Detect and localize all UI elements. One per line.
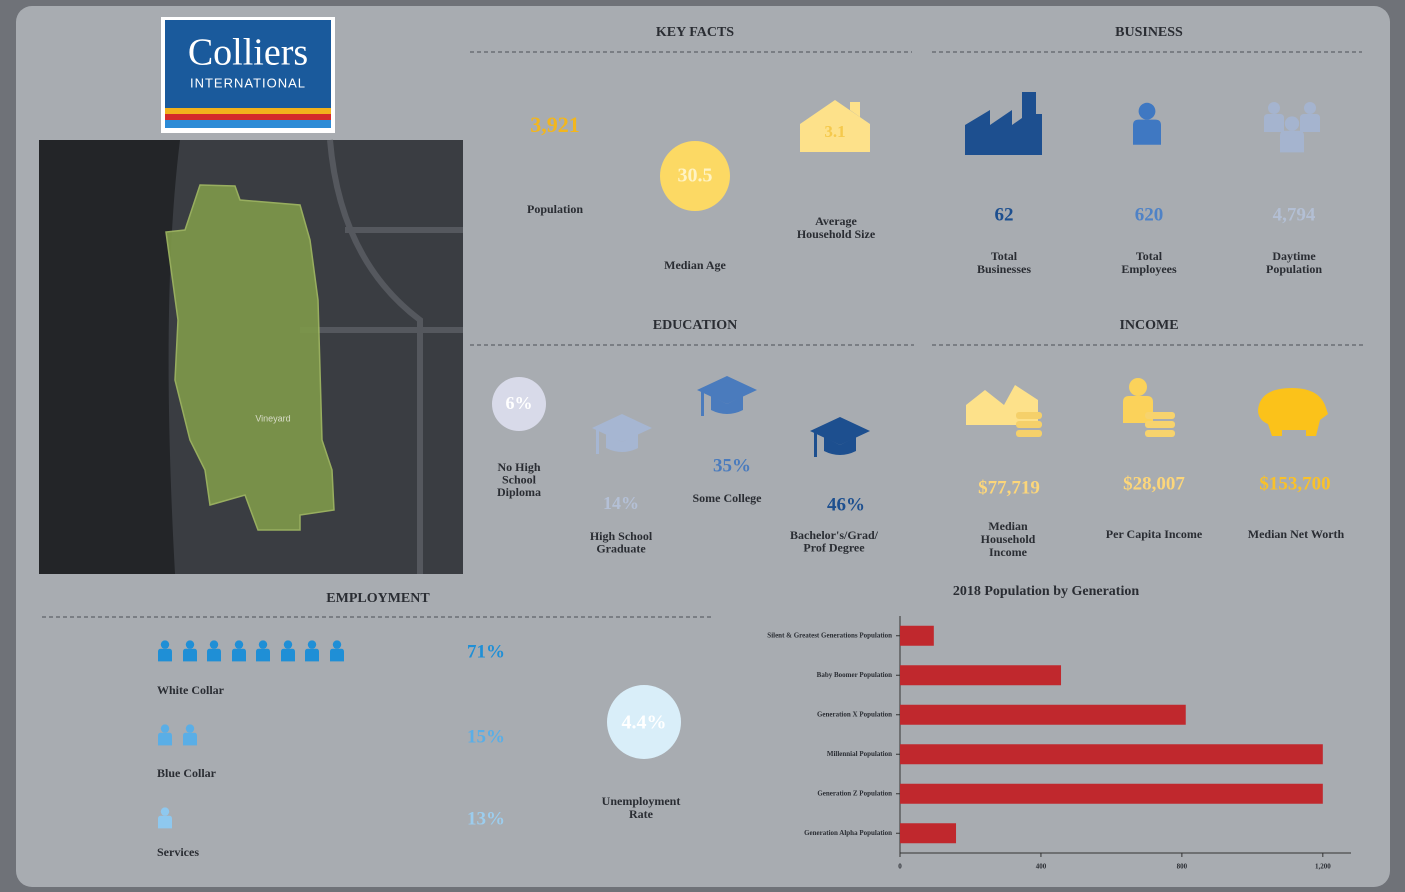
section-title: EDUCATION	[653, 318, 738, 333]
y-tick-label: Generation Alpha Population	[804, 829, 892, 837]
employment-value: 13%	[467, 808, 505, 829]
chart-title: 2018 Population by Generation	[953, 584, 1140, 599]
bar	[900, 665, 1062, 686]
stat-value: 4,794	[1273, 204, 1316, 225]
stat-label: Daytime	[1272, 249, 1316, 263]
stat-value: 4.4%	[622, 712, 667, 734]
y-tick-label: Millennial Population	[827, 750, 892, 758]
map: Vineyard	[39, 139, 463, 574]
stat-circle	[607, 685, 681, 759]
stat-label: Population	[1266, 262, 1322, 276]
bar	[900, 704, 1186, 725]
logo: Colliers INTERNATIONAL	[161, 17, 335, 133]
employment-label: White Collar	[157, 683, 225, 697]
stat-value: 46%	[827, 494, 865, 515]
stat-value: $28,007	[1123, 473, 1185, 494]
stat-label: Prof Degree	[803, 540, 865, 554]
stat-label: Population	[527, 202, 583, 216]
stat-label: Some College	[693, 491, 763, 505]
bar	[900, 783, 1323, 804]
stat-label: High School	[590, 529, 653, 543]
stat-label: Businesses	[977, 262, 1031, 276]
x-tick-label: 400	[1036, 863, 1047, 871]
stat-label: Graduate	[596, 541, 646, 555]
stat-label: School	[502, 472, 537, 486]
stat-label: Bachelor's/Grad/	[790, 528, 879, 542]
stat-value: 62	[995, 204, 1014, 225]
house-icon	[800, 100, 870, 152]
y-tick-label: Silent & Greatest Generations Population	[767, 631, 892, 639]
stat-label: Per Capita Income	[1106, 527, 1203, 541]
stat-label: Income	[989, 545, 1028, 559]
stat-value: 6%	[506, 393, 533, 413]
stat-value: 620	[1135, 204, 1164, 225]
stat-label: Median Age	[664, 258, 726, 272]
stat-value: $153,700	[1259, 473, 1330, 494]
employment-value: 15%	[467, 726, 505, 747]
stat-label: Median Net Worth	[1248, 527, 1345, 541]
logo-tagline: INTERNATIONAL	[190, 75, 306, 90]
x-tick-label: 800	[1177, 863, 1188, 871]
y-tick-label: Generation Z Population	[817, 789, 892, 797]
stat-label: Total	[1136, 249, 1163, 263]
stat-label: Median	[988, 519, 1028, 533]
stat-label: Rate	[629, 807, 654, 821]
stat-label: Total	[991, 249, 1018, 263]
stat-circle	[660, 141, 730, 211]
employment-value: 71%	[467, 641, 505, 662]
coins	[1016, 412, 1042, 437]
piggy-icon	[1258, 388, 1328, 436]
stat-label: No High	[497, 460, 540, 474]
employment-label: Services	[157, 845, 199, 859]
logo-name: Colliers	[188, 32, 308, 74]
stat-value: $77,719	[978, 477, 1040, 498]
stat-label: Unemployment	[602, 794, 681, 808]
map-label: Vineyard	[255, 413, 290, 423]
section-title: BUSINESS	[1115, 25, 1183, 40]
bar	[900, 625, 934, 646]
stat-value: 30.5	[678, 165, 713, 187]
bar	[900, 823, 957, 844]
stat-label: Average	[815, 214, 857, 228]
stat-circle	[492, 377, 546, 431]
coins	[1145, 412, 1175, 437]
stat-value: 3.1	[824, 122, 845, 141]
stat-value: 14%	[603, 493, 639, 513]
x-tick-label: 0	[898, 863, 902, 871]
y-tick-label: Generation X Population	[817, 710, 892, 718]
stat-label: Diploma	[497, 485, 541, 499]
stat-value: 35%	[713, 455, 751, 476]
factory-icon	[965, 92, 1042, 155]
employment-label: Blue Collar	[157, 766, 217, 780]
stat-label: Employees	[1121, 262, 1177, 276]
section-title: EMPLOYMENT	[326, 591, 430, 606]
section-title: INCOME	[1119, 318, 1178, 333]
y-tick-label: Baby Boomer Population	[817, 671, 892, 679]
stat-label: Household Size	[797, 227, 876, 241]
bar	[900, 744, 1323, 765]
x-tick-label: 1,200	[1315, 863, 1331, 871]
section-title: KEY FACTS	[656, 25, 734, 40]
stat-value: 3,921	[530, 112, 580, 137]
stat-label: Household	[981, 532, 1036, 546]
